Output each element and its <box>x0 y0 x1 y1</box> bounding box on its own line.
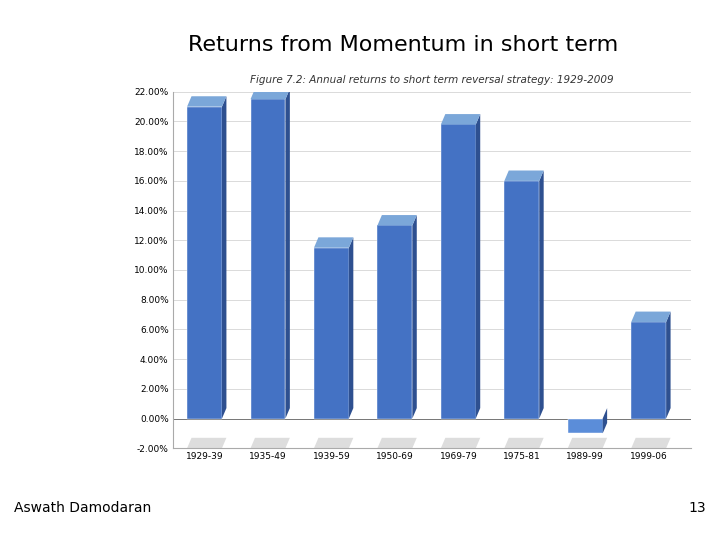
Polygon shape <box>377 215 417 225</box>
Polygon shape <box>187 106 222 419</box>
Polygon shape <box>631 322 666 418</box>
Polygon shape <box>441 438 480 448</box>
Polygon shape <box>251 89 290 99</box>
Polygon shape <box>413 215 417 418</box>
Polygon shape <box>666 312 670 418</box>
Polygon shape <box>631 438 670 448</box>
Text: 13: 13 <box>688 501 706 515</box>
Polygon shape <box>504 438 544 448</box>
Polygon shape <box>377 438 417 448</box>
Polygon shape <box>314 237 354 248</box>
Polygon shape <box>504 181 539 418</box>
Polygon shape <box>187 438 226 448</box>
Text: Returns from Momentum in short term: Returns from Momentum in short term <box>188 35 618 55</box>
Polygon shape <box>441 124 476 418</box>
Polygon shape <box>314 438 354 448</box>
Polygon shape <box>349 237 354 418</box>
Polygon shape <box>285 89 290 418</box>
Polygon shape <box>603 408 607 433</box>
Polygon shape <box>377 225 413 418</box>
Polygon shape <box>187 96 226 106</box>
Polygon shape <box>441 114 480 124</box>
Polygon shape <box>251 99 285 418</box>
Polygon shape <box>568 438 607 448</box>
Polygon shape <box>504 171 544 181</box>
Polygon shape <box>251 438 290 448</box>
Polygon shape <box>568 418 603 433</box>
Polygon shape <box>314 248 349 418</box>
Polygon shape <box>476 114 480 419</box>
Polygon shape <box>631 312 670 322</box>
Polygon shape <box>539 171 544 418</box>
Text: Aswath Damodaran: Aswath Damodaran <box>14 501 152 515</box>
Polygon shape <box>222 96 226 418</box>
Title: Figure 7.2: Annual returns to short term reversal strategy: 1929-2009: Figure 7.2: Annual returns to short term… <box>250 76 614 85</box>
